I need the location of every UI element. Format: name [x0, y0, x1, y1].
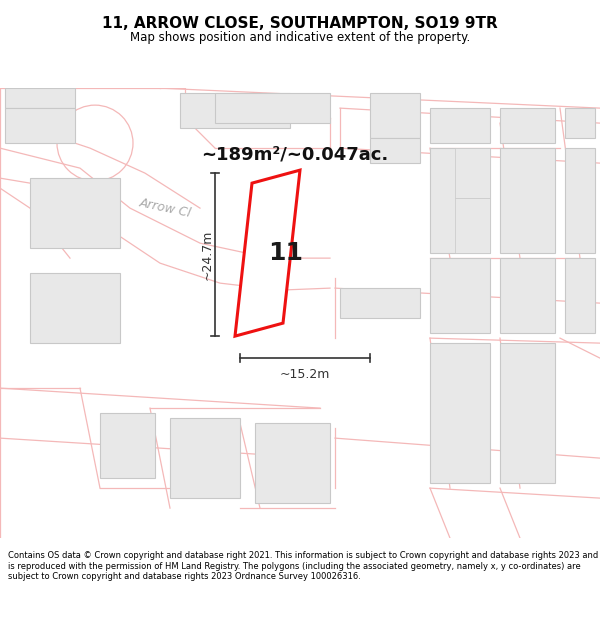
Polygon shape	[430, 258, 490, 333]
Polygon shape	[565, 108, 595, 138]
Polygon shape	[5, 108, 75, 143]
Polygon shape	[5, 88, 75, 108]
Polygon shape	[430, 343, 490, 483]
Text: 11, ARROW CLOSE, SOUTHAMPTON, SO19 9TR: 11, ARROW CLOSE, SOUTHAMPTON, SO19 9TR	[102, 16, 498, 31]
Polygon shape	[170, 418, 240, 498]
Polygon shape	[30, 178, 120, 248]
Polygon shape	[455, 148, 490, 198]
Polygon shape	[100, 413, 155, 478]
Polygon shape	[215, 93, 330, 123]
Polygon shape	[455, 198, 490, 253]
Text: ~189m²/~0.047ac.: ~189m²/~0.047ac.	[202, 145, 389, 163]
Polygon shape	[370, 138, 420, 163]
Polygon shape	[500, 343, 555, 483]
Polygon shape	[180, 93, 290, 128]
Polygon shape	[370, 93, 420, 138]
Polygon shape	[255, 423, 330, 503]
Text: ~15.2m: ~15.2m	[280, 368, 330, 381]
Polygon shape	[340, 288, 420, 318]
Text: ~24.7m: ~24.7m	[200, 229, 214, 280]
Text: Map shows position and indicative extent of the property.: Map shows position and indicative extent…	[130, 31, 470, 44]
Polygon shape	[565, 258, 595, 333]
Polygon shape	[500, 258, 555, 333]
Text: Arrow Cl: Arrow Cl	[138, 196, 192, 220]
Polygon shape	[500, 148, 555, 253]
Polygon shape	[430, 108, 490, 143]
Polygon shape	[565, 148, 595, 253]
Text: Contains OS data © Crown copyright and database right 2021. This information is : Contains OS data © Crown copyright and d…	[8, 551, 598, 581]
Polygon shape	[235, 170, 300, 336]
Polygon shape	[30, 273, 120, 343]
Polygon shape	[500, 108, 555, 143]
Polygon shape	[430, 148, 490, 253]
Text: 11: 11	[268, 241, 303, 265]
